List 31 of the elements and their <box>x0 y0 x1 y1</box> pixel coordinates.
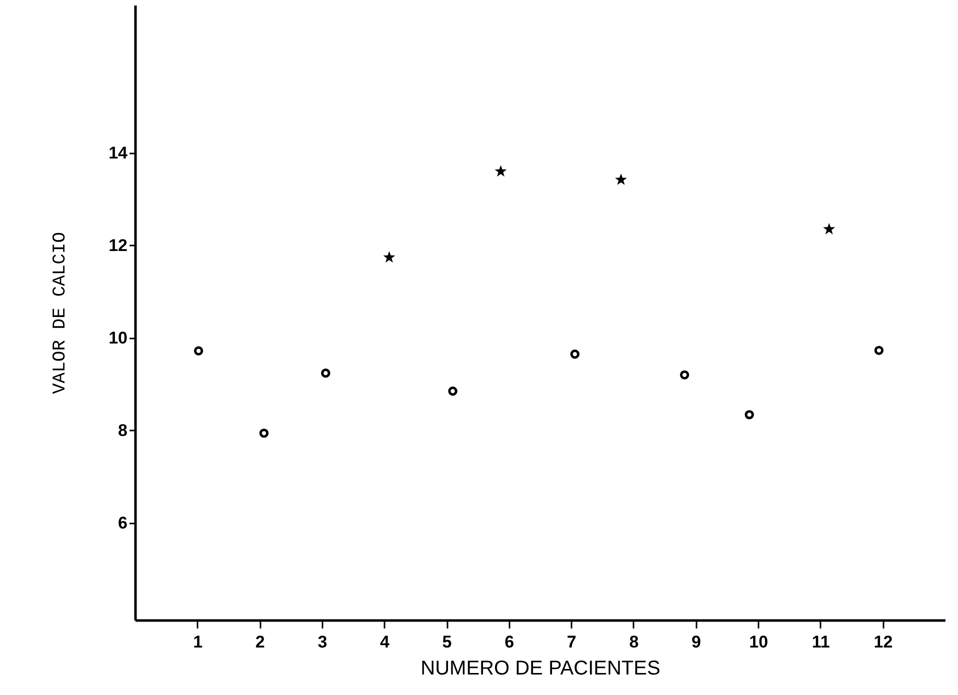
point <box>744 410 754 420</box>
point <box>680 370 690 380</box>
x-tick-label: 12 <box>874 632 893 652</box>
x-tick-label: 7 <box>566 632 576 652</box>
point <box>383 251 396 263</box>
y-tick-label: 14 <box>108 143 128 162</box>
x-axis-title: NUMERO DE PACIENTES <box>420 658 660 680</box>
y-tick-label: 10 <box>108 328 128 348</box>
point <box>448 386 458 396</box>
point <box>194 346 204 356</box>
x-tick-label: 1 <box>193 632 203 652</box>
point <box>570 350 580 359</box>
point <box>614 173 628 185</box>
x-tick-label: 9 <box>692 632 702 652</box>
y-tick-label: 12 <box>108 236 128 255</box>
y-tick-label: 6 <box>118 513 128 532</box>
point <box>259 428 269 438</box>
point <box>823 222 836 234</box>
point <box>321 368 330 378</box>
x-tick-label: 10 <box>749 632 768 652</box>
y-axis-title: VALOR DE CALCIO <box>50 232 71 394</box>
x-tick-label: 8 <box>629 632 639 652</box>
point <box>494 165 507 177</box>
point <box>874 346 884 356</box>
x-tick-label: 4 <box>380 632 390 652</box>
x-tick-label: 5 <box>442 632 452 652</box>
x-tick-label: 3 <box>318 632 328 652</box>
x-tick-label: 6 <box>504 632 514 652</box>
x-tick-label: 11 <box>812 632 830 652</box>
y-tick-label: 8 <box>118 420 128 440</box>
x-tick-label: 2 <box>255 632 265 652</box>
